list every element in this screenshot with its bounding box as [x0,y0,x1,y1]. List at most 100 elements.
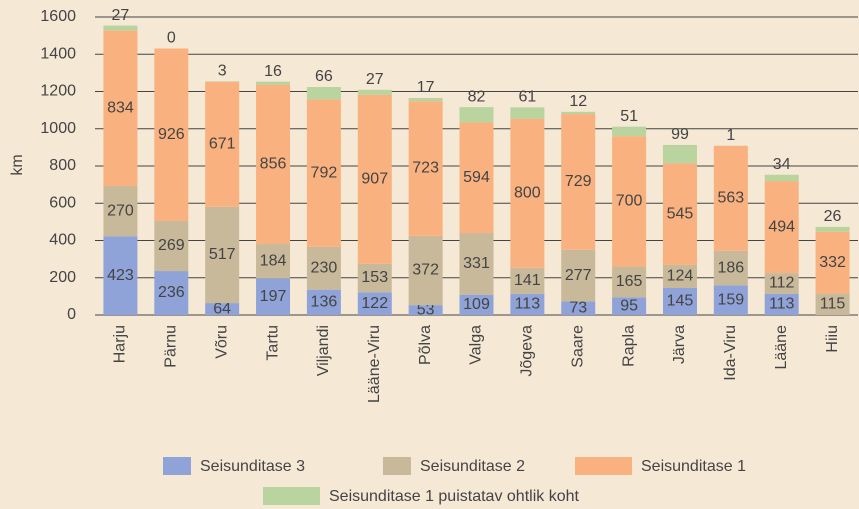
data-label: 112 [769,275,795,292]
bar-segment [764,273,799,294]
y-tick-label: 1000 [40,120,76,137]
data-label: 99 [671,126,689,143]
x-tick-label: Harju [112,325,129,363]
data-label: 729 [565,173,592,190]
bar-segment [713,145,748,251]
data-label: 184 [260,252,287,269]
data-label: 61 [518,89,536,106]
data-label: 331 [463,255,490,272]
data-label: 113 [769,296,795,313]
bar-segment [205,81,240,207]
bar-segment [306,87,341,100]
bar-segment [103,25,138,31]
bar-segment [459,122,494,234]
y-tick-label: 1600 [40,8,76,25]
x-tick-label: Jõgeva [519,325,536,377]
bar-segment [306,99,341,247]
bar-segment [408,235,443,306]
bar-segment [103,30,138,186]
data-label: 82 [468,88,486,105]
bar-segment [256,244,291,279]
x-tick-label: Saare [569,325,586,368]
bar-segment [205,303,240,315]
bar-segment [154,271,189,315]
bar-segment [612,297,647,315]
bar-segment [764,181,799,274]
data-label: 27 [112,7,130,24]
data-label: 423 [107,267,134,284]
data-label: 165 [616,273,643,290]
data-label: 66 [315,68,333,85]
data-label: 95 [620,297,638,314]
bar-segment [306,289,341,315]
data-label: 153 [361,269,388,286]
x-tick-label: Lääne-Viru [366,325,383,403]
bar-segment [459,294,494,315]
data-label: 563 [717,190,744,207]
bar-segment [662,163,697,265]
x-tick-label: Järva [671,325,688,364]
bar-segment [510,118,545,268]
bar-segment [459,233,494,295]
x-tick-label: Põlva [417,325,434,365]
bar-segment [561,111,596,115]
data-label: 1 [726,127,735,144]
bar-segment [510,293,545,315]
data-label: 236 [158,284,185,301]
data-label: 277 [565,267,592,284]
legend-swatch [163,457,191,475]
legend-label: Seisunditase 3 [200,458,305,475]
data-label: 926 [158,126,185,143]
data-label: 594 [463,169,490,186]
data-label: 700 [616,193,643,210]
bar-segment [561,301,596,315]
y-tick-label: 800 [49,157,76,174]
data-label: 122 [361,295,388,312]
data-label: 186 [717,259,744,276]
bar-segment [561,249,596,302]
legend-swatch [263,487,320,505]
y-axis-label: km [9,154,26,175]
bar-segment [662,144,697,164]
bar-segment [815,231,850,294]
y-tick-label: 1200 [40,83,76,100]
data-label: 332 [819,254,846,271]
data-label: 145 [667,293,694,310]
bar-segment [612,266,647,298]
data-label: 73 [569,299,587,316]
bar-segment [815,226,850,232]
bar-segment [561,114,596,250]
bar-segment [662,287,697,315]
bar-segment [306,246,341,290]
bar-segment [510,107,545,119]
data-label: 907 [361,171,388,188]
bar-segment [357,89,392,95]
data-label: 230 [311,259,338,276]
data-label: 270 [107,202,134,219]
bar-segment [103,185,138,237]
data-label: 53 [417,301,435,318]
data-label: 141 [514,272,541,289]
data-label: 545 [667,205,694,222]
legend-swatch [575,457,632,475]
bar-segment [103,236,138,315]
bar-segment [612,126,647,137]
x-tick-label: Viljandi [315,325,332,376]
data-label: 34 [773,156,791,173]
bar-segment [256,84,291,245]
bar-segment [357,263,392,293]
x-tick-label: Lääne [773,325,790,370]
data-label: 856 [260,156,287,173]
x-tick-label: Ida-Viru [722,325,739,381]
bar-segment [459,107,494,123]
legend-label: Seisunditase 2 [420,458,525,475]
data-label: 12 [569,93,587,110]
bar-segment [612,136,647,267]
data-label: 26 [824,208,842,225]
data-label: 124 [667,268,694,285]
data-label: 113 [515,296,541,313]
data-label: 197 [260,288,287,305]
y-tick-label: 1400 [40,45,76,62]
bar-segment [764,174,799,182]
x-tick-label: Pärnu [163,325,180,368]
